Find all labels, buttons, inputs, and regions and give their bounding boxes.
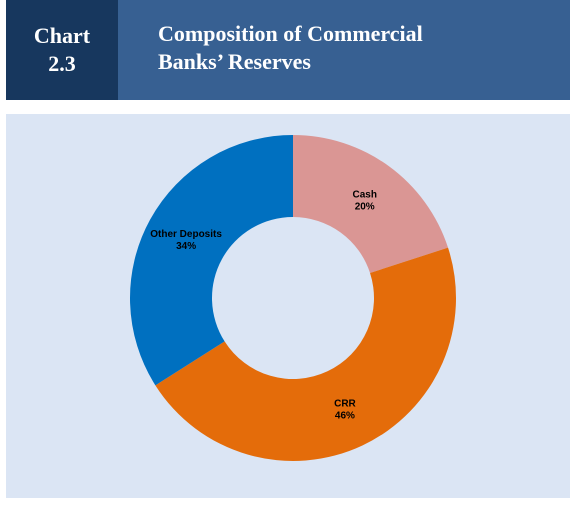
chart-title-line-1: Composition of Commercial (158, 21, 423, 46)
donut-slice-other-deposits (130, 135, 293, 386)
donut-slice-cash (293, 135, 449, 273)
chart-number-value: 2.3 (48, 51, 76, 76)
donut-slice-crr (155, 247, 456, 461)
slice-value-label: 34% (176, 241, 196, 252)
chart-title-line-2: Banks’ Reserves (158, 49, 311, 74)
chart-number-box: Chart 2.3 (6, 0, 118, 100)
chart-header: Chart 2.3 Composition of Commercial Bank… (6, 0, 570, 100)
chart-number-label: Chart (33, 23, 91, 48)
slice-value-label: 20% (355, 201, 375, 212)
chart-title: Composition of Commercial Banks’ Reserve… (118, 0, 570, 100)
slice-name-label: Other Deposits (150, 229, 222, 240)
chart-panel: Cash 20% CRR 46% Other Deposits 34% (6, 114, 570, 498)
slice-value-label: 46% (335, 410, 355, 421)
slice-name-label: Cash (352, 189, 376, 200)
slice-name-label: CRR (334, 398, 356, 409)
